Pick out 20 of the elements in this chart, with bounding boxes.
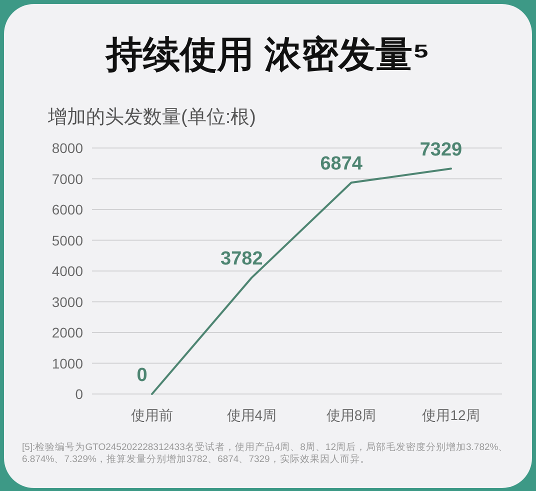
x-tick-label: 使用12周: [422, 407, 480, 423]
data-label: 0: [136, 365, 148, 386]
y-tick-label: 8000: [52, 140, 84, 156]
y-tick-label: 2000: [52, 324, 84, 340]
chart-title: 持续使用 浓密发量⁵: [104, 33, 431, 77]
y-tick-label: 0: [75, 386, 84, 402]
y-axis-title: 增加的头发数量(单位:根): [48, 106, 256, 130]
y-tick-label: 5000: [52, 232, 84, 248]
y-tick-label: 3000: [52, 294, 84, 310]
data-label: 3782: [220, 248, 263, 270]
y-tick-label: 6000: [52, 202, 84, 218]
y-tick-label: 7000: [52, 170, 84, 187]
text: [5]:检验编号为GTO245202228312433名受试者，使用产品4周、8周、12周后，局部毛发密度分别增加3.782%、6.874%、7.329%，推算发量分别增加3782、6874、7329，实际效果因人而异。: [22, 442, 510, 466]
x-tick-label: 使用前: [131, 407, 173, 423]
x-tick-label: 使用8周: [326, 407, 376, 423]
y-tick-label: 4000: [52, 263, 84, 279]
data-label: 6874: [320, 154, 363, 175]
y-tick-label: 1000: [52, 355, 84, 372]
data-label: 7329: [420, 140, 462, 161]
x-tick-label: 使用4周: [226, 407, 277, 423]
